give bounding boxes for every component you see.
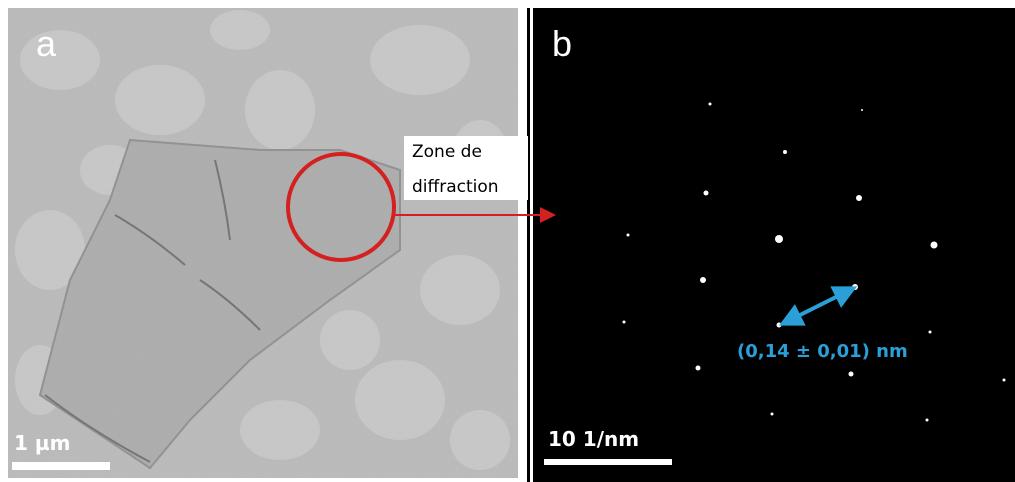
panel-label: b xyxy=(552,23,572,64)
scale-bar xyxy=(544,459,672,465)
tem-noise xyxy=(8,8,518,478)
diffraction-zone-circle xyxy=(286,152,396,262)
diffraction-background xyxy=(533,8,1015,482)
panel-b: (0,14 ± 0,01) nm b 10 1/nm xyxy=(533,8,1015,482)
annotation-line: diffraction xyxy=(412,177,499,197)
spacing-arrow xyxy=(778,286,858,326)
spacing-label: (0,14 ± 0,01) nm xyxy=(737,341,908,362)
panel-divider xyxy=(527,8,530,482)
scale-bar xyxy=(12,462,110,470)
annotation-line: Zone de xyxy=(412,142,482,162)
panel-label: a xyxy=(36,23,57,64)
panel-a: a 1 µm xyxy=(8,8,518,478)
scale-bar-label: 10 1/nm xyxy=(548,427,639,451)
annotation-box xyxy=(404,136,528,200)
scale-bar-label: 1 µm xyxy=(14,431,70,455)
